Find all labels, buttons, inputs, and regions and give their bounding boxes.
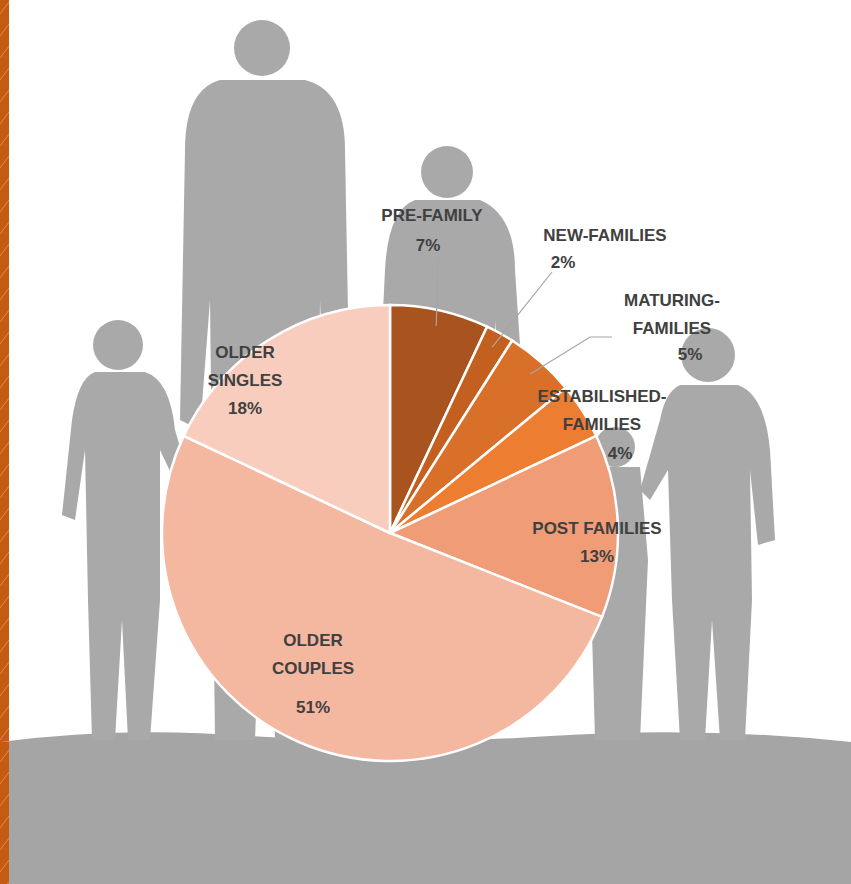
stripe-line [0, 200, 9, 212]
chart: PRE-FAMILY 7% NEW-FAMILIES 2% MATURING- FAMIL… [0, 0, 851, 884]
stripe-line [0, 750, 9, 762]
category-label: POST FAMILIES [532, 519, 661, 538]
category-label: MATURING- FAMILIES [624, 291, 720, 338]
stripe-line [0, 508, 9, 520]
stripe-line [0, 640, 9, 652]
value-label: 4% [608, 444, 633, 463]
stripe-line [0, 552, 9, 564]
stripe-line [0, 222, 9, 234]
stripe-line [0, 816, 9, 828]
category-label: ESTABILISHED- FAMILIES [537, 387, 666, 434]
stripe-line [0, 112, 9, 124]
stripe-line [0, 596, 9, 608]
category-label-line: FAMILIES [563, 415, 641, 434]
stripe-line [0, 376, 9, 388]
pie-slice [184, 305, 390, 533]
labels: PRE-FAMILY 7% NEW-FAMILIES 2% MATURING- FAMIL… [208, 206, 720, 717]
leader-line [492, 272, 552, 347]
stripe-line [0, 420, 9, 432]
value-label: 18% [228, 399, 262, 418]
category-label-line: POST FAMILIES [532, 519, 661, 538]
stripe-line [0, 706, 9, 718]
stripe-line [0, 442, 9, 454]
stripe-line [0, 288, 9, 300]
stripe-line [0, 728, 9, 740]
category-label-line: COUPLES [272, 659, 354, 678]
stripe-line [0, 310, 9, 322]
category-label-line: FAMILIES [633, 319, 711, 338]
stripe-line [0, 90, 9, 102]
value-label: 13% [580, 547, 614, 566]
category-label: PRE-FAMILY [381, 206, 483, 225]
category-label-line: MATURING- [624, 291, 720, 310]
stripe-line [0, 68, 9, 80]
category-label-line: OLDER [283, 631, 343, 650]
stripe-line [0, 838, 9, 850]
silhouette-head [421, 146, 473, 198]
stripe-line [0, 266, 9, 278]
stripe-line [0, 794, 9, 806]
stripe-line [0, 662, 9, 674]
category-label-line: SINGLES [208, 371, 283, 390]
stripe-line [0, 354, 9, 366]
stripe-line [0, 24, 9, 36]
value-label: 7% [416, 236, 441, 255]
value-label: 51% [296, 698, 330, 717]
category-label-line: NEW-FAMILIES [543, 226, 666, 245]
stripe-line [0, 156, 9, 168]
stripe-line [0, 530, 9, 542]
stripe-line [0, 178, 9, 190]
category-label-line: PRE-FAMILY [381, 206, 483, 225]
stripe-line [0, 2, 9, 14]
stripe-line [0, 574, 9, 586]
silhouette-body [640, 385, 775, 740]
stripe-line [0, 464, 9, 476]
background [0, 0, 851, 884]
value-label: 2% [551, 253, 576, 272]
stripe-line [0, 882, 9, 884]
stripe-line [0, 772, 9, 784]
stripe-line [0, 244, 9, 256]
leader-line [436, 258, 438, 326]
stripe-line [0, 332, 9, 344]
stripe-line [0, 134, 9, 146]
category-label: OLDER COUPLES [272, 631, 354, 678]
side-stripe [0, 0, 9, 884]
value-label: 5% [678, 345, 703, 364]
stripe-line [0, 618, 9, 630]
stripe-line [0, 46, 9, 58]
stripe-line [0, 486, 9, 498]
stripe-line [0, 860, 9, 872]
stripe-line [0, 398, 9, 410]
category-label-line: ESTABILISHED- [537, 387, 666, 406]
silhouette-head [93, 320, 143, 370]
leader-line [530, 337, 612, 374]
category-label: NEW-FAMILIES [543, 226, 666, 245]
silhouette-head [234, 20, 290, 76]
stripe-line [0, 684, 9, 696]
category-label: OLDER SINGLES [208, 343, 283, 390]
category-label-line: OLDER [215, 343, 275, 362]
